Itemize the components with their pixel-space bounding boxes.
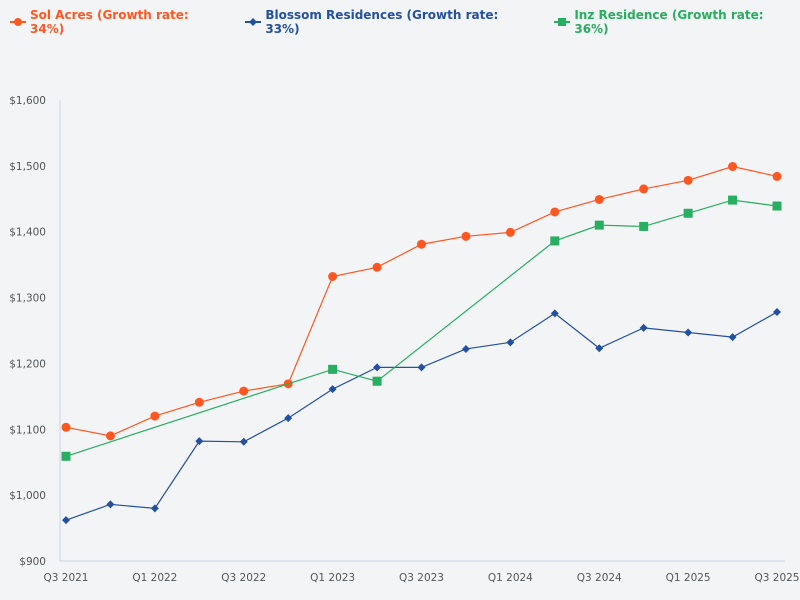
x-tick-label: Q3 2022 xyxy=(221,572,266,584)
y-tick-label: $900 xyxy=(19,556,46,568)
data-point xyxy=(683,175,693,185)
series-line-1 xyxy=(65,311,778,521)
data-point xyxy=(639,221,649,231)
data-point xyxy=(594,220,604,230)
series-line-0 xyxy=(65,165,778,437)
data-point xyxy=(639,323,648,332)
data-point xyxy=(373,363,382,372)
data-point xyxy=(639,184,649,194)
data-point xyxy=(106,500,115,509)
data-point xyxy=(62,516,70,525)
data-point xyxy=(595,344,604,353)
x-tick-label: Q1 2024 xyxy=(488,572,533,584)
x-tick-label: Q3 2024 xyxy=(577,572,622,584)
legend-label: Inz Residence (Growth rate: 36%) xyxy=(574,8,764,36)
data-point xyxy=(372,376,382,386)
x-tick-label: Q1 2025 xyxy=(666,572,711,584)
data-point xyxy=(417,363,426,372)
data-point xyxy=(328,271,338,281)
data-point xyxy=(550,236,560,246)
legend-item[interactable]: Sol Acres (Growth rate: 34%) xyxy=(10,8,225,36)
legend-item[interactable]: Blossom Residences (Growth rate: 33%) xyxy=(245,8,534,36)
data-point xyxy=(417,239,426,249)
data-point xyxy=(506,338,515,347)
data-point xyxy=(728,162,738,172)
data-point xyxy=(195,437,204,446)
data-point xyxy=(372,262,382,272)
data-point xyxy=(550,207,560,217)
y-tick-label: $1,300 xyxy=(9,293,46,305)
x-tick-label: Q3 2021 xyxy=(43,572,88,584)
data-point xyxy=(461,344,470,353)
y-tick-label: $1,000 xyxy=(9,490,46,502)
y-tick-label: $1,100 xyxy=(9,424,46,436)
data-point xyxy=(550,309,559,318)
data-point xyxy=(773,308,781,317)
data-point xyxy=(61,422,71,432)
data-point xyxy=(683,208,693,218)
data-point xyxy=(594,194,604,204)
data-point xyxy=(728,333,737,342)
x-tick-label: Q1 2023 xyxy=(310,572,355,584)
data-point xyxy=(505,227,515,237)
data-point xyxy=(328,385,337,394)
x-tick-label: Q3 2025 xyxy=(754,572,799,584)
data-point xyxy=(772,201,782,211)
x-tick-label: Q3 2023 xyxy=(399,572,444,584)
diamond-marker-icon xyxy=(245,17,262,27)
data-point xyxy=(105,431,115,441)
legend-item[interactable]: Inz Residence (Growth rate: 36%) xyxy=(554,8,800,36)
data-point xyxy=(284,414,293,423)
series-line-2 xyxy=(65,199,778,457)
data-point xyxy=(239,386,249,396)
legend: Sol Acres (Growth rate: 34%) Blossom Resi… xyxy=(10,8,800,36)
y-tick-label: $1,400 xyxy=(9,227,46,239)
data-point xyxy=(239,437,248,446)
data-point xyxy=(150,504,159,513)
legend-label: Blossom Residences (Growth rate: 33%) xyxy=(265,8,499,36)
data-point xyxy=(772,171,782,181)
data-point xyxy=(328,364,338,374)
data-point xyxy=(728,195,738,205)
y-tick-label: $1,600 xyxy=(9,95,46,107)
y-tick-label: $1,500 xyxy=(9,161,46,173)
square-marker-icon xyxy=(554,17,571,27)
data-point xyxy=(194,397,204,407)
data-point xyxy=(461,231,471,241)
x-tick-label: Q1 2022 xyxy=(132,572,177,584)
legend-label: Sol Acres (Growth rate: 34%) xyxy=(30,8,189,36)
circle-marker-icon xyxy=(10,17,26,27)
data-point xyxy=(684,328,693,337)
y-tick-label: $1,200 xyxy=(9,358,46,370)
data-point xyxy=(61,451,71,461)
data-point xyxy=(150,411,160,421)
